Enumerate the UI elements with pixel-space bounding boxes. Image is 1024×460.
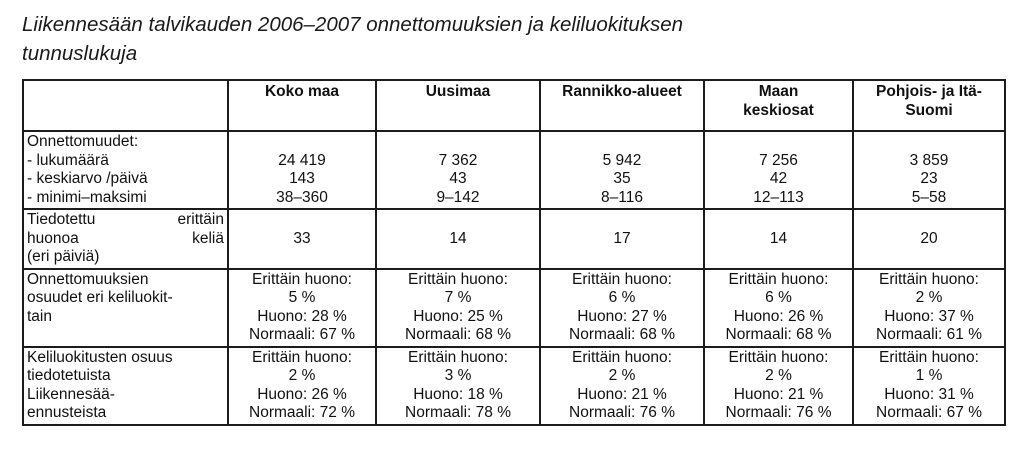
statistics-table: Koko maa Uusimaa Rannikko-alueet Maan ke…: [22, 79, 1006, 426]
table-cell: Erittäin huono: 2 % Huono: 21 % Normaali…: [539, 345, 705, 426]
table-cell: 7 362 43 9–142: [375, 130, 541, 210]
table-cell: Erittäin huono: 2 % Huono: 21 % Normaali…: [703, 345, 854, 426]
document-title: Liikennesään talvikauden 2006–2007 onnet…: [22, 10, 1002, 68]
table-cell: Erittäin huono: 5 % Huono: 28 % Normaali…: [227, 267, 377, 348]
row-label-accidents: Onnettomuudet: - lukumäärä - keskiarvo /…: [22, 130, 229, 210]
table-row-accidents: Onnettomuudet: - lukumäärä - keskiarvo /…: [22, 130, 1006, 210]
table-cell: 7 256 42 12–113: [703, 130, 854, 210]
table-cell: 14: [375, 208, 541, 270]
header-uusimaa: Uusimaa: [375, 79, 541, 132]
table-cell: 17: [539, 208, 705, 270]
header-empty: [22, 79, 229, 132]
header-maan-keskiosat: Maan keskiosat: [703, 79, 854, 132]
header-pohjois-ja-ita-suomi: Pohjois- ja Itä- Suomi: [852, 79, 1006, 132]
table-cell: 33: [227, 208, 377, 270]
header-koko-maa: Koko maa: [227, 79, 377, 132]
row-label-classification-shares: Keliluokitusten osuus tiedotetuista Liik…: [22, 345, 229, 426]
table-cell: Erittäin huono: 2 % Huono: 37 % Normaali…: [852, 267, 1006, 348]
table-cell: 3 859 23 5–58: [852, 130, 1006, 210]
table-cell: 20: [852, 208, 1006, 270]
title-line-2: tunnuslukuja: [22, 42, 138, 65]
table-cell: Erittäin huono: 7 % Huono: 25 % Normaali…: [375, 267, 541, 348]
header-row: Koko maa Uusimaa Rannikko-alueet Maan ke…: [22, 79, 1006, 132]
table-cell: 14: [703, 208, 854, 270]
table-row-accident-shares: Onnettomuuksien osuudet eri keliluokit- …: [22, 267, 1006, 348]
table-cell: Erittäin huono: 6 % Huono: 26 % Normaali…: [703, 267, 854, 348]
row-label-accident-shares: Onnettomuuksien osuudet eri keliluokit- …: [22, 267, 229, 348]
title-line-1: Liikennesään talvikauden 2006–2007 onnet…: [22, 13, 684, 36]
table-row-very-bad-days: Tiedotettu erittäin huonoa keliä (eri päiv…: [22, 208, 1006, 270]
row-label-very-bad-days: Tiedotettu erittäin huonoa keliä (eri päiv…: [22, 208, 229, 270]
table-cell: 5 942 35 8–116: [539, 130, 705, 210]
table-cell: Erittäin huono: 3 % Huono: 18 % Normaali…: [375, 345, 541, 426]
table-row-classification-shares: Keliluokitusten osuus tiedotetuista Liik…: [22, 345, 1006, 426]
table-cell: 24 419 143 38–360: [227, 130, 377, 210]
table-cell: Erittäin huono: 2 % Huono: 26 % Normaali…: [227, 345, 377, 426]
table-cell: Erittäin huono: 1 % Huono: 31 % Normaali…: [852, 345, 1006, 426]
table-cell: Erittäin huono: 6 % Huono: 27 % Normaali…: [539, 267, 705, 348]
header-rannikko-alueet: Rannikko-alueet: [539, 79, 705, 132]
